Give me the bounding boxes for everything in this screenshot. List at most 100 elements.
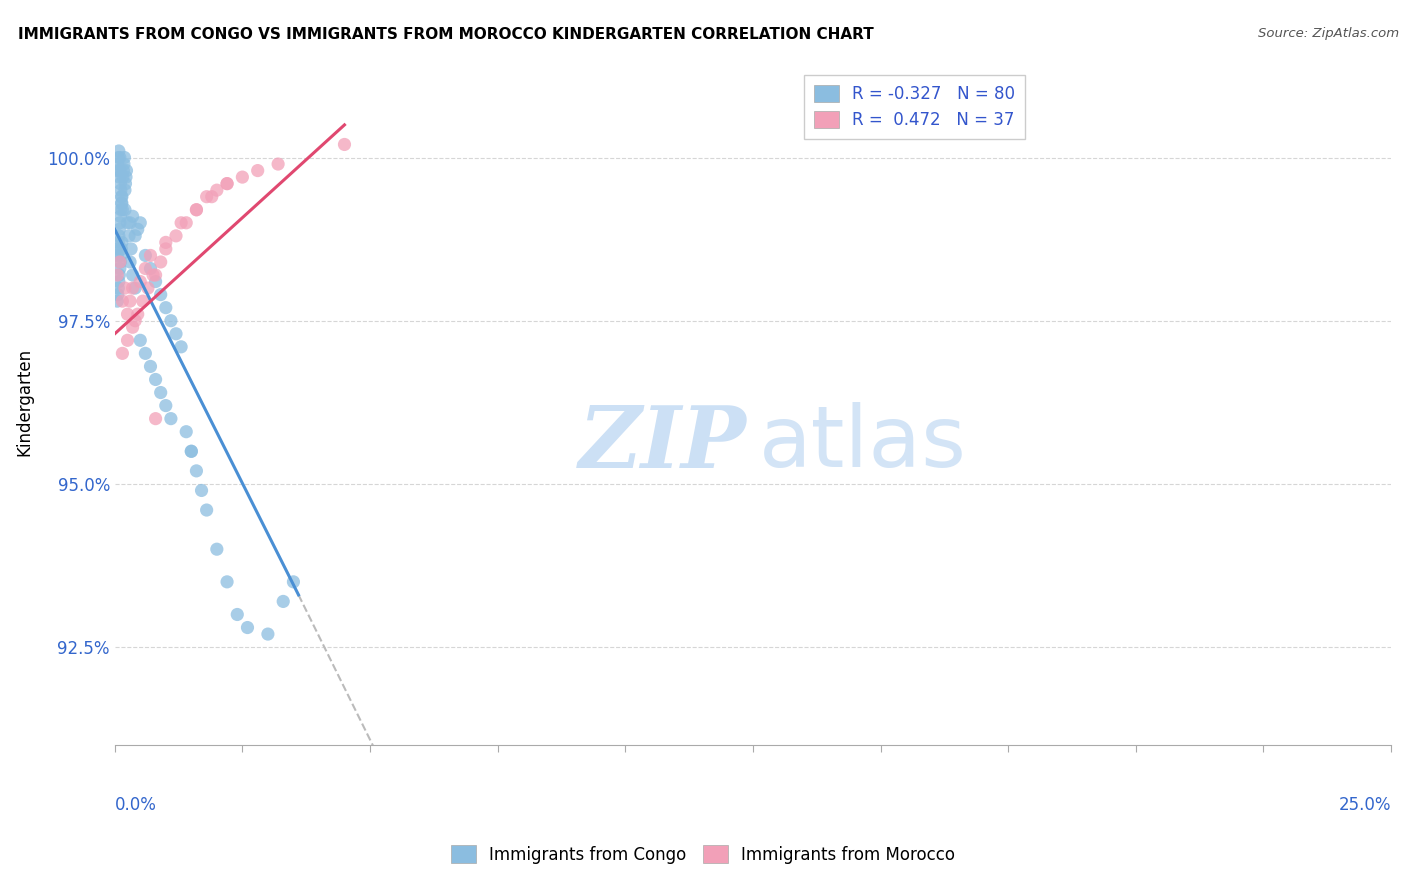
Point: [149, 255, 172, 269]
Point: [114, 151, 136, 165]
Point: [186, 202, 208, 217]
Point: [186, 202, 208, 217]
Point: [145, 268, 167, 282]
Point: [107, 151, 129, 165]
Point: [110, 242, 132, 256]
Point: [257, 627, 280, 641]
Point: [129, 334, 152, 348]
Point: [115, 170, 138, 185]
Point: [134, 248, 156, 262]
Point: [114, 281, 136, 295]
Point: [165, 326, 187, 341]
Point: [107, 157, 129, 171]
Point: [145, 275, 167, 289]
Point: [271, 594, 294, 608]
Point: [170, 216, 193, 230]
Point: [149, 287, 172, 301]
Point: [107, 242, 129, 256]
Point: [110, 202, 132, 217]
Point: [246, 163, 269, 178]
Point: [231, 170, 253, 185]
Point: [132, 294, 155, 309]
Point: [118, 228, 141, 243]
Point: [129, 216, 152, 230]
Point: [108, 144, 131, 158]
Point: [108, 216, 131, 230]
Text: IMMIGRANTS FROM CONGO VS IMMIGRANTS FROM MOROCCO KINDERGARTEN CORRELATION CHART: IMMIGRANTS FROM CONGO VS IMMIGRANTS FROM…: [18, 27, 875, 42]
Point: [105, 163, 128, 178]
Point: [111, 196, 134, 211]
Point: [205, 183, 228, 197]
Point: [114, 183, 136, 197]
Point: [215, 177, 238, 191]
Point: [190, 483, 212, 498]
Point: [108, 261, 131, 276]
Point: [155, 242, 177, 256]
Legend: Immigrants from Congo, Immigrants from Morocco: Immigrants from Congo, Immigrants from M…: [444, 838, 962, 871]
Point: [108, 170, 131, 185]
Point: [115, 163, 138, 178]
Point: [134, 261, 156, 276]
Point: [155, 235, 177, 250]
Point: [108, 228, 131, 243]
Point: [111, 190, 134, 204]
Point: [121, 209, 143, 223]
Point: [110, 248, 132, 262]
Point: [121, 268, 143, 282]
Point: [108, 255, 131, 269]
Point: [139, 261, 162, 276]
Point: [121, 281, 143, 295]
Point: [142, 268, 165, 282]
Point: [111, 235, 134, 250]
Point: [105, 294, 128, 309]
Point: [149, 385, 172, 400]
Point: [124, 228, 146, 243]
Point: [107, 235, 129, 250]
Point: [139, 359, 162, 374]
Point: [124, 314, 146, 328]
Point: [110, 183, 132, 197]
Point: [117, 307, 139, 321]
Point: [111, 294, 134, 309]
Point: [108, 268, 131, 282]
Point: [226, 607, 249, 622]
Text: atlas: atlas: [759, 402, 967, 485]
Point: [108, 151, 131, 165]
Point: [114, 177, 136, 191]
Point: [283, 574, 305, 589]
Point: [174, 425, 197, 439]
Point: [155, 399, 177, 413]
Point: [108, 163, 131, 178]
Point: [236, 621, 259, 635]
Point: [107, 287, 129, 301]
Point: [117, 334, 139, 348]
Point: [120, 216, 142, 230]
Point: [201, 190, 224, 204]
Point: [107, 281, 129, 295]
Point: [205, 542, 228, 557]
Point: [112, 157, 135, 171]
Point: [134, 346, 156, 360]
Point: [111, 346, 134, 360]
Point: [108, 275, 131, 289]
Point: [120, 255, 142, 269]
Point: [105, 268, 128, 282]
Point: [110, 209, 132, 223]
Point: [267, 157, 290, 171]
Point: [145, 411, 167, 425]
Text: 25.0%: 25.0%: [1339, 797, 1391, 814]
Point: [160, 314, 183, 328]
Point: [195, 190, 218, 204]
Point: [105, 248, 128, 262]
Point: [160, 411, 183, 425]
Point: [186, 464, 208, 478]
Point: [180, 444, 202, 458]
Text: ZIP: ZIP: [579, 401, 747, 485]
Point: [127, 222, 149, 236]
Point: [111, 170, 134, 185]
Point: [117, 216, 139, 230]
Point: [121, 320, 143, 334]
Point: [174, 216, 197, 230]
Point: [108, 222, 131, 236]
Point: [110, 190, 132, 204]
